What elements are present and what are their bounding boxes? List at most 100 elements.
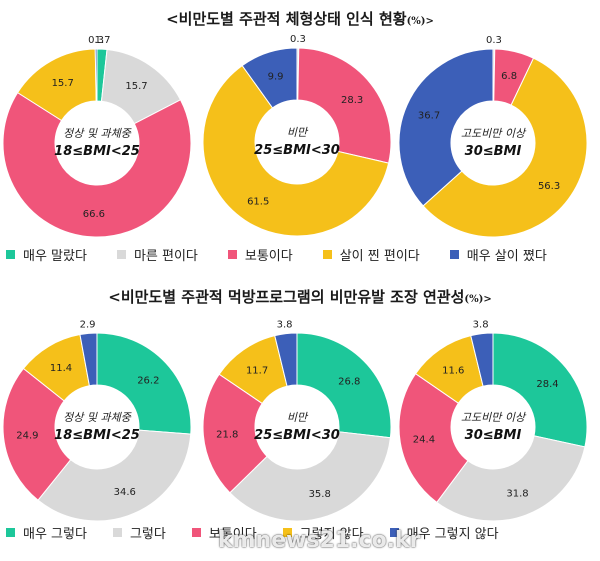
legend-label: 그렇지 않다 [299, 526, 364, 542]
donut-slice [241, 47, 298, 109]
donut-value-label: 3.8 [473, 320, 489, 331]
donut-slice [229, 431, 391, 522]
donut-value-label: 11.6 [442, 365, 464, 376]
donut-slice [398, 48, 494, 207]
legend-swatch [389, 527, 399, 537]
donut-value-label: 0.3 [88, 35, 104, 46]
legend-label: 마른 편이다 [133, 248, 198, 264]
legend-swatch [116, 249, 126, 259]
donut-value-label: 0.3 [290, 34, 306, 45]
legend-item: 그렇지 않다 [282, 523, 364, 542]
section-2-title: <비만도별 주관적 먹방프로그램의 비만유발 조장 연관성(%)> [0, 286, 600, 307]
donut-slice [2, 367, 72, 501]
donut-slice [470, 332, 494, 387]
watermark: kmnews21.co.kr [218, 528, 421, 553]
legend-item: 매우 살이 쪘다 [449, 245, 547, 264]
legend-item: 보통이다 [191, 523, 257, 542]
donut-value-label: 31.8 [506, 489, 528, 500]
legend-item: 매우 그렇다 [6, 523, 87, 542]
legend-swatch [449, 249, 459, 259]
donut-slice [94, 48, 98, 102]
donut-center-label: 고도비만 이상 [461, 127, 527, 140]
donut-slice [297, 47, 392, 164]
donut-value-label: 28.4 [536, 379, 558, 390]
donut-chart-6: 28.4 31.8 24.4 11.6 3.8 고도비만 이상 30≤BMI [398, 320, 588, 522]
section-1-title-unit: (%)> [406, 16, 434, 27]
donut-chart-2: 0.3 28.3 61.5 9.9 비만 25≤BMI<30 [202, 34, 392, 237]
section-1-title-text: <비만도별 주관적 체형상태 인식 현황 [166, 10, 407, 28]
legend-label: 매우 그렇다 [23, 526, 87, 542]
donut-value-label: 11.4 [50, 363, 72, 374]
donut-value-label: 35.8 [309, 489, 331, 500]
legend-label: 매우 살이 쪘다 [466, 248, 547, 264]
legend-label: 보통이다 [208, 526, 257, 542]
donut-center-bmi: 25≤BMI<30 [254, 143, 340, 158]
donut-slice [398, 372, 469, 504]
donut-value-label: 66.6 [83, 209, 105, 220]
donut-chart-1: 1.7 15.7 66.6 15.7 0.3 정상 및 과체중 18≤BMI<25 [2, 35, 192, 238]
donut-value-label: 21.8 [216, 429, 238, 440]
donut-slice [96, 332, 192, 435]
legend-swatch [6, 527, 15, 537]
donut-value-label: 1.7 [95, 35, 111, 46]
donut-value-label: 11.7 [246, 366, 268, 377]
donut-value-label: 36.7 [418, 111, 440, 122]
legend-swatch [6, 249, 15, 259]
donut-chart-5: 26.8 35.8 21.8 11.7 3.8 비만 25≤BMI<30 [202, 320, 392, 522]
legend-swatch [112, 527, 122, 537]
donut-slice [422, 57, 588, 238]
donut-center-label: 비만 [287, 126, 309, 139]
section-2-legend: 매우 그렇다 그렇다 보통이다 그렇지 않다 매우 그렇지 않다 [6, 522, 600, 542]
donut-value-label: 15.7 [125, 81, 147, 92]
section-2-title-text: <비만도별 주관적 먹방프로그램의 비만유발 조장 연관성 [108, 288, 465, 306]
section-2-title-unit: (%)> [464, 294, 492, 305]
donut-slice [2, 91, 192, 238]
legend-item: 매우 그렇지 않다 [389, 523, 499, 542]
donut-value-label: 24.9 [16, 431, 38, 442]
donut-value-label: 56.3 [538, 181, 560, 192]
legend-swatch [282, 527, 292, 537]
donut-center-bmi: 25≤BMI<30 [254, 428, 340, 443]
donut-center-label: 비만 [287, 411, 309, 424]
donut-value-label: 61.5 [247, 196, 269, 207]
donut-slice [296, 332, 392, 439]
legend-label: 살이 찐 편이다 [339, 248, 420, 264]
section-1-title: <비만도별 주관적 체형상태 인식 현황(%)> [0, 8, 600, 29]
donut-slice [436, 435, 586, 522]
legend-label: 보통이다 [244, 248, 293, 264]
donut-slice [37, 429, 192, 522]
donut-center-bmi: 18≤BMI<25 [54, 144, 140, 159]
donut-chart-4: 26.2 34.6 24.9 11.4 2.9 정상 및 과체중 18≤BMI<25 [2, 319, 192, 522]
donut-value-label: 28.3 [341, 95, 363, 106]
donut-slice [202, 64, 390, 237]
legend-swatch [227, 249, 237, 259]
legend-item: 매우 말랐다 [6, 245, 87, 264]
donut-center-label: 고도비만 이상 [461, 411, 527, 424]
donut-value-label: 0.3 [486, 35, 502, 46]
donut-slice [79, 332, 98, 387]
section-1-legend: 매우 말랐다 마른 편이다 보통이다 살이 찐 편이다 매우 살이 쪘다 [6, 244, 600, 264]
legend-item: 살이 찐 편이다 [322, 245, 420, 264]
donut-value-label: 34.6 [114, 487, 136, 498]
donut-center-bmi: 30≤BMI [465, 144, 522, 159]
donut-value-label: 26.8 [338, 376, 360, 387]
donut-value-label: 15.7 [52, 78, 74, 89]
donut-center-bmi: 18≤BMI<25 [54, 428, 140, 443]
legend-swatch [191, 527, 201, 537]
legend-label: 그렇다 [129, 526, 166, 542]
legend-item: 그렇다 [112, 523, 166, 542]
donut-value-label: 3.8 [277, 320, 293, 331]
donut-slice [274, 332, 298, 387]
donut-value-label: 9.9 [268, 71, 284, 82]
donut-value-label: 24.4 [413, 434, 435, 445]
donut-center-bmi: 30≤BMI [465, 428, 522, 443]
donut-center-label: 정상 및 과체중 [63, 411, 132, 424]
legend-item: 보통이다 [227, 245, 293, 264]
donut-value-label: 26.2 [137, 375, 159, 386]
legend-label: 매우 그렇지 않다 [406, 526, 499, 542]
donut-slice [492, 332, 588, 448]
legend-label: 매우 말랐다 [23, 248, 87, 264]
legend-item: 마른 편이다 [116, 245, 198, 264]
